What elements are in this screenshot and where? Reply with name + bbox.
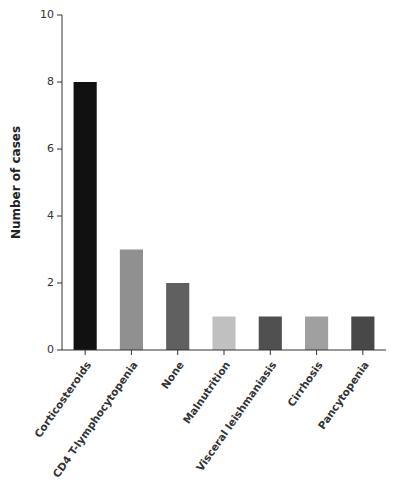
y-tick-label: 4 bbox=[47, 209, 54, 222]
bar bbox=[166, 283, 189, 350]
x-tick-label: None bbox=[159, 359, 186, 391]
x-tick bbox=[131, 350, 132, 355]
x-tick-label: CD4 T-lymphocytopenia bbox=[50, 359, 140, 480]
bars bbox=[74, 82, 375, 350]
chart-svg: 0246810CorticosteroidsCD4 T-lymphocytope… bbox=[0, 0, 401, 500]
y-tick bbox=[57, 149, 62, 150]
y-tick-label: 0 bbox=[47, 343, 54, 356]
bar bbox=[351, 317, 374, 351]
chart-container: 0246810CorticosteroidsCD4 T-lymphocytope… bbox=[0, 0, 401, 500]
bar bbox=[259, 317, 282, 351]
y-tick-label: 8 bbox=[47, 75, 54, 88]
y-tick bbox=[57, 216, 62, 217]
axes: 0246810CorticosteroidsCD4 T-lymphocytope… bbox=[32, 8, 386, 480]
bar bbox=[74, 82, 97, 350]
x-tick bbox=[316, 350, 317, 355]
y-tick-label: 6 bbox=[47, 142, 54, 155]
x-tick bbox=[224, 350, 225, 355]
x-tick-label: Pancytopenia bbox=[315, 359, 371, 431]
y-tick bbox=[57, 350, 62, 351]
y-tick-label: 2 bbox=[47, 276, 54, 289]
y-tick bbox=[57, 15, 62, 16]
x-tick-label: Visceral leishmaniasis bbox=[194, 359, 279, 473]
x-tick-label: Malnutrition bbox=[180, 359, 232, 426]
y-tick bbox=[57, 82, 62, 83]
x-tick-label: Cirrhosis bbox=[285, 359, 325, 409]
bar bbox=[305, 317, 328, 351]
y-axis-label: Number of cases bbox=[9, 126, 23, 239]
x-tick bbox=[85, 350, 86, 355]
x-tick bbox=[362, 350, 363, 355]
y-tick-label: 10 bbox=[40, 8, 54, 21]
bar bbox=[120, 250, 143, 351]
x-tick bbox=[177, 350, 178, 355]
y-tick bbox=[57, 283, 62, 284]
bar bbox=[212, 317, 235, 351]
x-tick bbox=[270, 350, 271, 355]
y-axis-line bbox=[62, 15, 63, 350]
